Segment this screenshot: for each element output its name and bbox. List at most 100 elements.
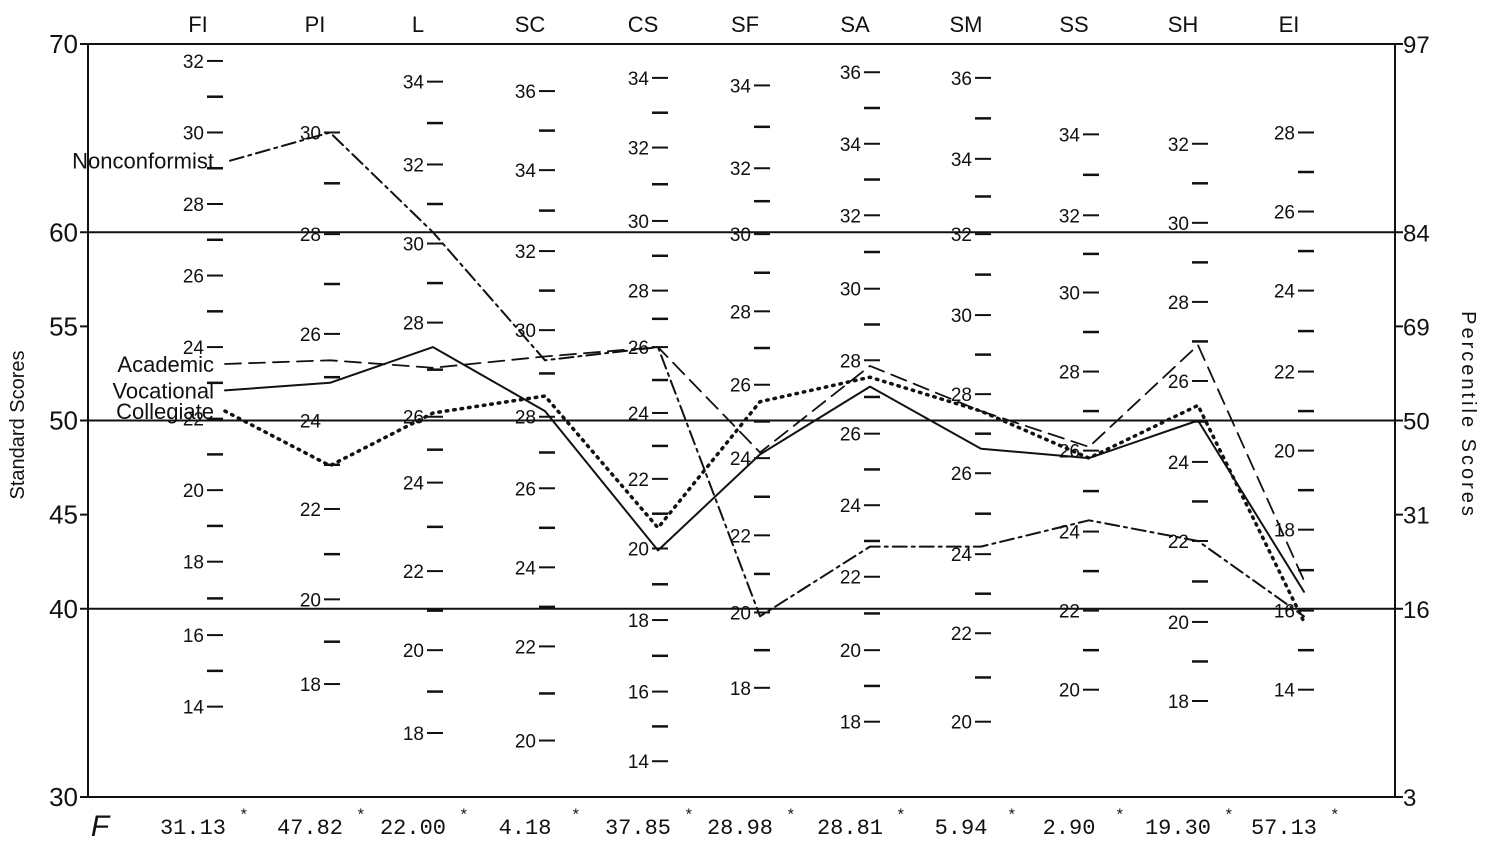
f-significance-mark: *: [1330, 807, 1340, 825]
series-label: Collegiate: [116, 399, 214, 424]
raw-score-label: 28: [840, 351, 861, 372]
raw-score-label: 18: [730, 679, 751, 700]
f-value: 19.30: [1145, 816, 1211, 841]
left-tick-label: 70: [49, 29, 78, 59]
f-value: 2.90: [1043, 816, 1096, 841]
raw-score-label: 28: [300, 225, 321, 246]
raw-score-label: 34: [515, 161, 537, 182]
raw-score-label: 28: [1059, 363, 1080, 384]
category-label: SH: [1168, 12, 1199, 37]
raw-score-label: 30: [628, 212, 649, 233]
raw-score-label: 18: [300, 675, 321, 696]
raw-score-label: 24: [300, 412, 322, 433]
raw-score-label: 22: [183, 410, 204, 431]
series-label: Academic: [117, 352, 214, 377]
raw-score-label: 20: [1168, 613, 1189, 634]
raw-score-label: 28: [951, 385, 972, 406]
reference-lines: [88, 231, 1395, 610]
raw-score-label: 24: [403, 474, 425, 495]
f-significance-mark: *: [786, 807, 796, 825]
raw-score-label: 26: [1274, 203, 1295, 224]
raw-score-label: 24: [1168, 453, 1190, 474]
raw-score-label: 30: [840, 280, 861, 301]
raw-score-label: 22: [840, 568, 861, 589]
f-significance-mark: *: [1007, 807, 1017, 825]
left-tick-label: 45: [49, 500, 78, 530]
raw-score-label: 28: [730, 302, 751, 323]
raw-score-label: 34: [840, 135, 862, 156]
raw-score-label: 30: [300, 123, 321, 144]
raw-score-label: 36: [840, 63, 861, 84]
f-significance-mark: *: [684, 807, 694, 825]
raw-score-label: 34: [951, 150, 973, 171]
f-value: 57.13: [1251, 816, 1317, 841]
raw-score-label: 20: [951, 713, 972, 734]
raw-score-label: 22: [951, 624, 972, 645]
series-line-collegiate: [223, 375, 1306, 624]
f-significance-mark: *: [1224, 807, 1234, 825]
raw-score-label: 30: [183, 123, 204, 144]
raw-score-label: 20: [403, 641, 424, 662]
f-significance-mark: *: [571, 807, 581, 825]
category-label: L: [412, 12, 424, 37]
raw-score-label: 30: [1168, 214, 1189, 235]
series-line-vocational: [224, 346, 1305, 593]
left-tick-label: 60: [49, 217, 78, 247]
series-lines: [223, 131, 1306, 624]
raw-score-label: 24: [183, 338, 205, 359]
raw-score-label: 22: [1059, 602, 1080, 623]
raw-score-label: 20: [1274, 442, 1295, 463]
right-axis: 97 84 69 50 31 16 3: [1395, 32, 1430, 812]
raw-score-label: 26: [840, 425, 861, 446]
raw-score-label: 16: [628, 683, 649, 704]
raw-score-label: 28: [1168, 293, 1189, 314]
f-significance-mark: *: [356, 807, 366, 825]
raw-score-label: 14: [1274, 681, 1296, 702]
raw-score-label: 26: [1168, 372, 1189, 393]
f-value: 4.18: [499, 816, 552, 841]
left-axis: 30 40 45 50 55 60 70: [49, 29, 88, 812]
raw-score-label: 18: [1168, 692, 1189, 713]
raw-score-label: 20: [183, 481, 204, 502]
f-value: 47.82: [277, 816, 343, 841]
raw-score-label: 28: [628, 282, 649, 303]
raw-score-label: 16: [1274, 602, 1295, 623]
raw-score-label: 24: [1274, 282, 1296, 303]
raw-score-label: 22: [1168, 532, 1189, 553]
raw-score-label: 32: [1168, 135, 1189, 156]
raw-score-label: 22: [1274, 363, 1295, 384]
raw-score-label: 32: [403, 155, 424, 176]
f-value: 28.98: [707, 816, 773, 841]
raw-score-scale: 34 32 30 28 26 24 22 20 18: [730, 76, 770, 700]
raw-score-label: 32: [730, 159, 751, 180]
raw-score-label: 24: [515, 558, 537, 579]
f-values: F 31.13 * 47.82 * 22.00 * 4.18 * 37.85 * 28.98 * 28.8…: [91, 807, 1340, 843]
raw-score-label: 20: [1059, 681, 1080, 702]
f-value: 5.94: [935, 816, 988, 841]
raw-score-scales: 32 30 28 26 24 22 20 18 16 14 30 28 26 24 22 20 18 34 32 30…: [183, 52, 1314, 773]
raw-score-label: 24: [628, 404, 650, 425]
raw-score-label: 30: [515, 321, 536, 342]
raw-score-label: 28: [515, 408, 536, 429]
raw-score-label: 36: [951, 69, 972, 90]
raw-score-label: 28: [1274, 123, 1295, 144]
right-tick-label: 16: [1403, 597, 1430, 624]
raw-score-label: 24: [1059, 523, 1081, 544]
category-label: FI: [188, 12, 208, 37]
raw-score-label: 34: [403, 73, 425, 94]
left-tick-label: 40: [49, 594, 78, 624]
right-tick-label: 97: [1403, 32, 1430, 59]
category-label: SC: [515, 12, 546, 37]
f-significance-mark: *: [896, 807, 906, 825]
raw-score-label: 34: [628, 69, 650, 90]
series-line-nonconformist: [229, 131, 1305, 618]
series-label: Vocational: [112, 378, 214, 403]
y-axis-label: Standard Scores: [7, 351, 29, 500]
category-labels: FI PI L SC CS SF SA SM SS SH EI: [188, 12, 1299, 37]
f-significance-mark: *: [459, 807, 469, 825]
f-value: 22.00: [380, 816, 446, 841]
raw-score-scale: 36 34 32 30 28 26 24 22 20: [515, 82, 555, 753]
right-tick-label: 3: [1403, 785, 1416, 812]
raw-score-label: 18: [840, 713, 861, 734]
